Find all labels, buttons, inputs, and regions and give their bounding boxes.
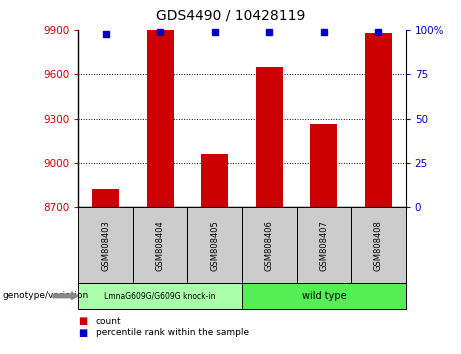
Text: GSM808406: GSM808406 [265, 220, 274, 270]
Text: GDS4490 / 10428119: GDS4490 / 10428119 [156, 9, 305, 23]
Text: genotype/variation: genotype/variation [2, 291, 89, 301]
Text: percentile rank within the sample: percentile rank within the sample [96, 328, 249, 337]
Bar [256, 67, 283, 207]
Bar [365, 33, 392, 207]
Bar [310, 125, 337, 207]
Text: GSM808405: GSM808405 [210, 220, 219, 270]
Bar [92, 189, 119, 207]
Text: GSM808403: GSM808403 [101, 220, 110, 270]
Text: GSM808404: GSM808404 [156, 220, 165, 270]
Text: LmnaG609G/G609G knock-in: LmnaG609G/G609G knock-in [105, 291, 216, 301]
Text: wild type: wild type [301, 291, 346, 301]
Text: count: count [96, 316, 122, 326]
Text: ■: ■ [78, 316, 88, 326]
Bar [201, 154, 228, 207]
Text: ■: ■ [78, 328, 88, 338]
Text: GSM808407: GSM808407 [319, 220, 328, 270]
Text: GSM808408: GSM808408 [374, 220, 383, 270]
Bar [147, 30, 174, 207]
